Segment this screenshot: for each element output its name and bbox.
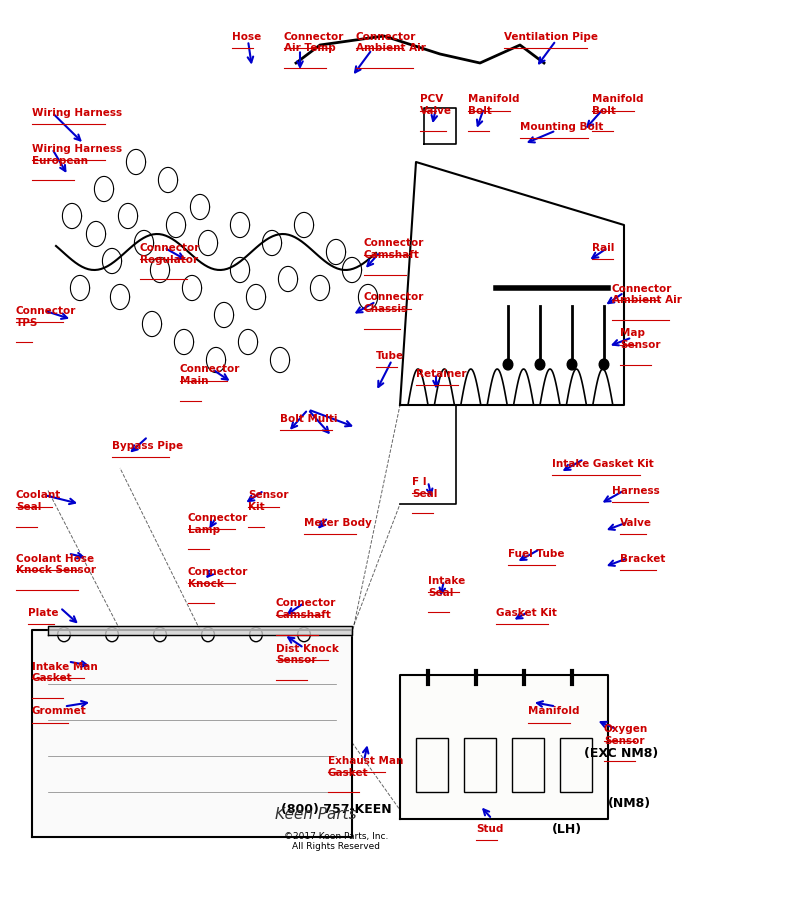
Text: Connector
Camshaft: Connector Camshaft xyxy=(364,238,424,260)
Text: Intake
Seal: Intake Seal xyxy=(428,576,466,598)
Text: Coolant Hose
Knock Sensor: Coolant Hose Knock Sensor xyxy=(16,554,96,575)
Text: Bypass Pipe: Bypass Pipe xyxy=(112,441,183,451)
Text: (NM8): (NM8) xyxy=(608,796,651,809)
Text: Ventilation Pipe: Ventilation Pipe xyxy=(504,32,598,41)
Text: Connector
Main: Connector Main xyxy=(180,364,240,386)
Circle shape xyxy=(567,359,577,370)
Text: Gasket Kit: Gasket Kit xyxy=(496,608,557,617)
Bar xyxy=(416,738,448,792)
Text: Manifold
Bolt: Manifold Bolt xyxy=(468,94,519,116)
Text: (LH): (LH) xyxy=(552,824,582,836)
Text: Valve: Valve xyxy=(620,518,652,527)
Text: Bracket: Bracket xyxy=(620,554,666,563)
Text: Wiring Harness: Wiring Harness xyxy=(32,108,122,118)
Text: Sensor
Kit: Sensor Kit xyxy=(248,491,289,512)
Text: Intake Gasket Kit: Intake Gasket Kit xyxy=(552,459,654,469)
Text: Exhaust Man
Gasket: Exhaust Man Gasket xyxy=(328,756,403,778)
Text: Meter Body: Meter Body xyxy=(304,518,372,527)
Text: Rail: Rail xyxy=(592,243,614,253)
Text: Tube: Tube xyxy=(376,351,404,361)
Text: Connector
Knock: Connector Knock xyxy=(188,567,248,589)
Text: (800) 757-KEEN: (800) 757-KEEN xyxy=(281,804,391,816)
Text: Coolant
Seal: Coolant Seal xyxy=(16,491,62,512)
Text: Oxygen
Sensor: Oxygen Sensor xyxy=(604,724,648,746)
Text: Connector
Regulator: Connector Regulator xyxy=(140,243,200,265)
Circle shape xyxy=(535,359,545,370)
Text: Intake Man
Gasket: Intake Man Gasket xyxy=(32,662,98,683)
Text: Dist Knock
Sensor: Dist Knock Sensor xyxy=(276,644,339,665)
Text: Mounting Bolt: Mounting Bolt xyxy=(520,122,603,131)
Text: F I
Seal: F I Seal xyxy=(412,477,438,499)
Text: Bolt Multi: Bolt Multi xyxy=(280,414,338,424)
Text: PCV
Valve: PCV Valve xyxy=(420,94,452,116)
Text: ©2017 Keen Parts, Inc.
All Rights Reserved: ©2017 Keen Parts, Inc. All Rights Reserv… xyxy=(284,832,388,851)
Text: Grommet: Grommet xyxy=(32,706,86,716)
Text: (EXC NM8): (EXC NM8) xyxy=(584,747,658,760)
Text: Wiring Harness
European: Wiring Harness European xyxy=(32,144,122,166)
Text: Connector
Chassis: Connector Chassis xyxy=(364,292,424,314)
Text: Stud: Stud xyxy=(476,824,503,833)
Text: Keen Parts: Keen Parts xyxy=(275,807,357,822)
Text: Connector
Ambient Air: Connector Ambient Air xyxy=(356,32,426,53)
Text: Retainer: Retainer xyxy=(416,369,466,379)
Text: Fuel Tube: Fuel Tube xyxy=(508,549,565,559)
Text: Connector
TPS: Connector TPS xyxy=(16,306,76,328)
Bar xyxy=(464,738,496,792)
Text: Plate: Plate xyxy=(28,608,58,617)
Text: Manifold
Bolt: Manifold Bolt xyxy=(592,94,643,116)
Text: Connector
Air Temp: Connector Air Temp xyxy=(284,32,344,53)
Text: Map
Sensor: Map Sensor xyxy=(620,328,661,350)
Circle shape xyxy=(599,359,609,370)
Text: Connector
Ambient Air: Connector Ambient Air xyxy=(612,284,682,305)
Text: Harness: Harness xyxy=(612,486,660,496)
Bar xyxy=(560,738,592,792)
Text: Manifold: Manifold xyxy=(528,706,579,716)
Circle shape xyxy=(503,359,513,370)
Text: Connector
Lamp: Connector Lamp xyxy=(188,513,248,535)
Bar xyxy=(512,738,544,792)
Text: Connector
Camshaft: Connector Camshaft xyxy=(276,598,336,620)
Text: Hose: Hose xyxy=(232,32,262,41)
